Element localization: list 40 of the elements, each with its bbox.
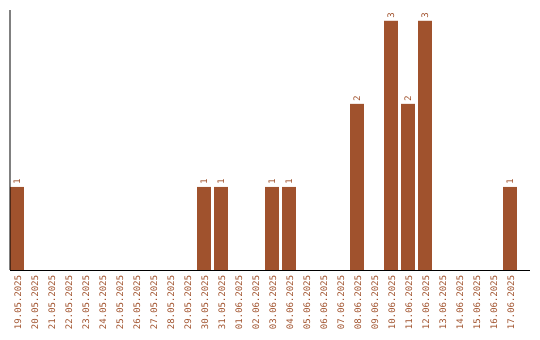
x-tick-label: 12.06.2025 (422, 275, 432, 330)
x-tick-label: 02.06.2025 (252, 275, 262, 330)
x-tick-label: 10.06.2025 (388, 275, 398, 330)
x-tick-label: 17.06.2025 (507, 275, 517, 330)
data-label: 3 (387, 12, 397, 18)
data-label: 2 (353, 95, 363, 101)
x-tick-label: 22.05.2025 (65, 275, 75, 330)
x-tick-label: 26.05.2025 (133, 275, 143, 330)
data-label: 1 (268, 178, 278, 184)
data-label: 2 (404, 95, 414, 101)
x-tick-label: 30.05.2025 (201, 275, 211, 330)
x-tick-label: 28.05.2025 (167, 275, 177, 330)
x-tick-label: 31.05.2025 (218, 275, 228, 330)
data-label: 3 (421, 12, 431, 18)
x-tick-label: 05.06.2025 (303, 275, 313, 330)
x-tick-label: 19.05.2025 (14, 275, 24, 330)
data-label: 1 (217, 178, 227, 184)
x-tick-label: 25.05.2025 (116, 275, 126, 330)
x-tick-label: 24.05.2025 (99, 275, 109, 330)
x-tick-label: 13.06.2025 (439, 275, 449, 330)
x-tick-label: 14.06.2025 (456, 275, 466, 330)
data-label: 1 (200, 178, 210, 184)
x-tick-label: 11.06.2025 (405, 275, 415, 330)
data-label: 1 (285, 178, 295, 184)
x-tick-label: 09.06.2025 (371, 275, 381, 330)
x-tick-label: 23.05.2025 (82, 275, 92, 330)
x-tick-label: 15.06.2025 (473, 275, 483, 330)
x-tick-label: 27.05.2025 (150, 275, 160, 330)
x-tick-label: 07.06.2025 (337, 275, 347, 330)
x-tick-label: 01.06.2025 (235, 275, 245, 330)
x-tick-label: 03.06.2025 (269, 275, 279, 330)
x-tick-label: 21.05.2025 (48, 275, 58, 330)
x-tick-label: 29.05.2025 (184, 275, 194, 330)
x-tick-label: 16.06.2025 (490, 275, 500, 330)
data-label: 1 (506, 178, 516, 184)
x-tick-label: 06.06.2025 (320, 275, 330, 330)
data-label: 1 (13, 178, 23, 184)
x-tick-label: 04.06.2025 (286, 275, 296, 330)
x-tick-label: 08.06.2025 (354, 275, 364, 330)
x-tick-label: 20.05.2025 (31, 275, 41, 330)
